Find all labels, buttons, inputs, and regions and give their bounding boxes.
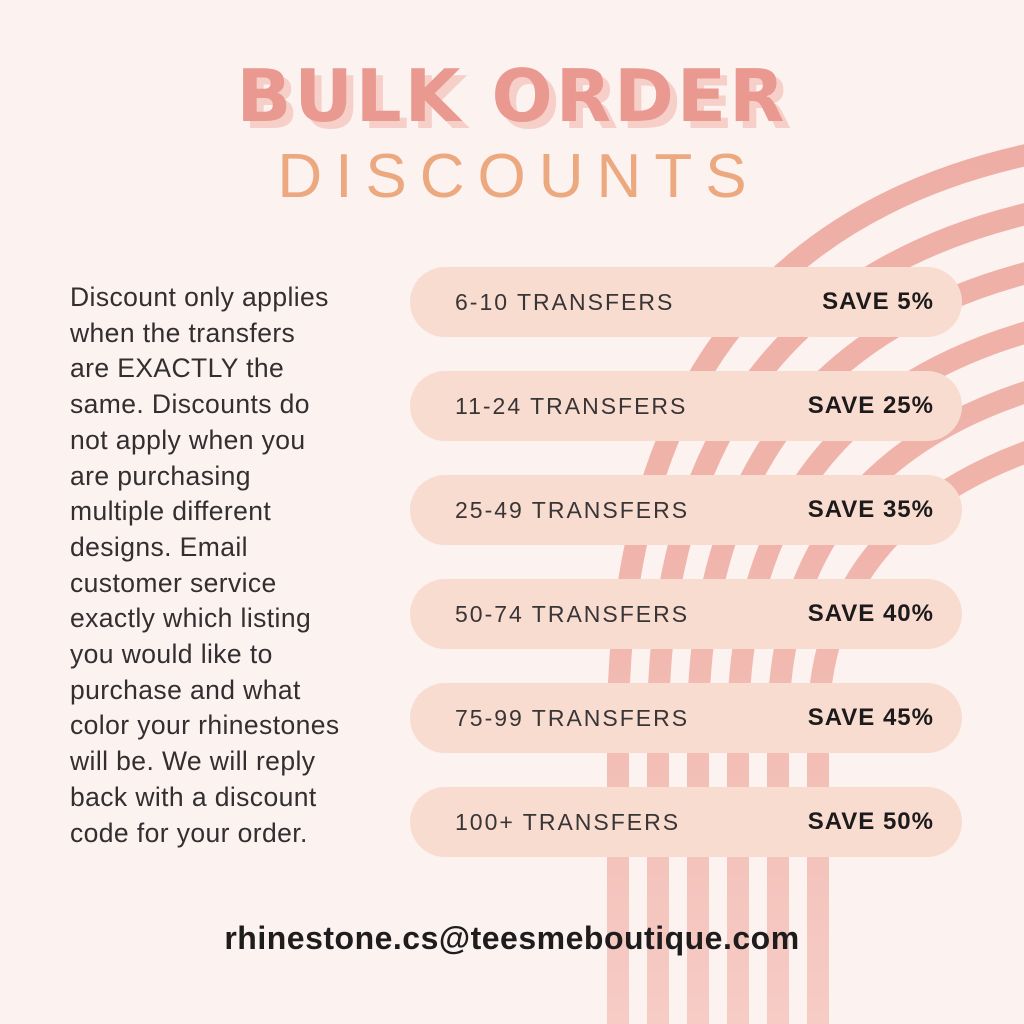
discount-row-4: 50-74 TRANSFERS SAVE 40% xyxy=(410,579,962,649)
contact-email: rhinestone.cs@teesmeboutique.com xyxy=(224,920,800,956)
transfer-range-label: 11-24 TRANSFERS xyxy=(455,392,688,419)
transfer-range-label: 6-10 TRANSFERS xyxy=(455,288,675,315)
save-percent-label: SAVE 35% xyxy=(807,496,934,523)
transfer-range-label: 50-74 TRANSFERS xyxy=(455,600,690,627)
description-text: Discount only applies when the transfers… xyxy=(70,282,340,848)
transfer-range-label: 75-99 TRANSFERS xyxy=(455,704,690,731)
discount-row-3: 25-49 TRANSFERS SAVE 35% xyxy=(410,475,962,545)
transfer-range-label: 100+ TRANSFERS xyxy=(455,808,681,835)
save-percent-label: SAVE 45% xyxy=(807,704,934,731)
save-percent-label: SAVE 50% xyxy=(807,808,934,835)
discount-row-1: 6-10 TRANSFERS SAVE 5% xyxy=(410,267,962,337)
discount-table: 6-10 TRANSFERS SAVE 5% 11-24 TRANSFERS S… xyxy=(410,267,962,857)
page-subtitle: DISCOUNTS xyxy=(277,142,760,211)
discount-row-6: 100+ TRANSFERS SAVE 50% xyxy=(410,787,962,857)
transfer-range-label: 25-49 TRANSFERS xyxy=(455,496,690,523)
discount-row-2: 11-24 TRANSFERS SAVE 25% xyxy=(410,371,962,441)
discount-row-5: 75-99 TRANSFERS SAVE 45% xyxy=(410,683,962,753)
page-title: BULK ORDER xyxy=(236,54,788,138)
save-percent-label: SAVE 40% xyxy=(807,600,934,627)
stripe-4 xyxy=(727,321,1024,1024)
save-percent-label: SAVE 5% xyxy=(822,288,934,315)
save-percent-label: SAVE 25% xyxy=(807,392,934,419)
